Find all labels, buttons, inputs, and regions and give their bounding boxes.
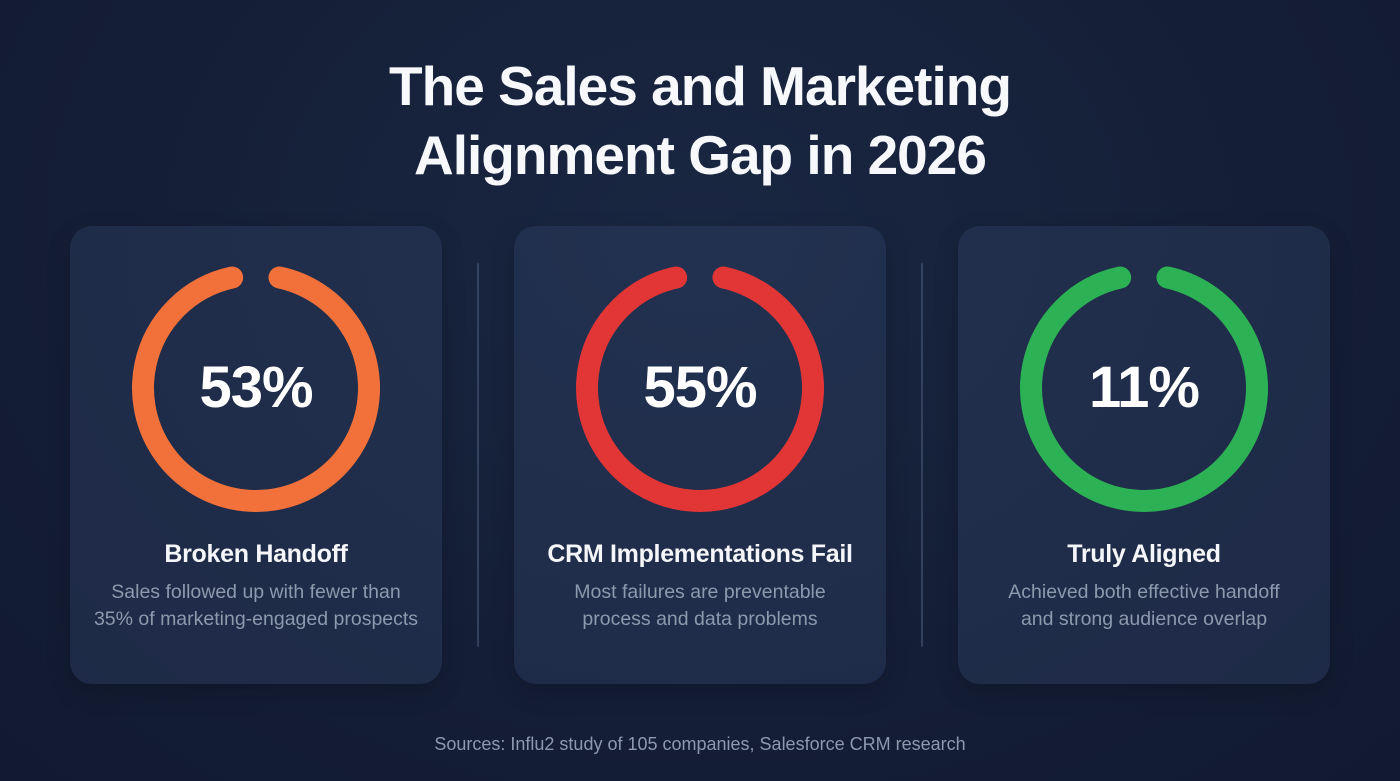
stat-card-crm-implementations: 55% CRM Implementations Fail Most failur… (514, 225, 886, 684)
donut-ring-svg (1020, 263, 1268, 512)
stat-description-line1: Achieved both effective handoff (1008, 580, 1280, 603)
stat-description: Most failures are preventable process an… (514, 579, 886, 634)
donut-ring-svg (576, 263, 824, 512)
stat-card-broken-handoff: 53% Broken Handoff Sales followed up wit… (70, 225, 442, 684)
stat-cards-row: 53% Broken Handoff Sales followed up wit… (70, 225, 1330, 684)
donut-ring-svg (132, 263, 380, 512)
donut-chart-broken-handoff: 53% (128, 260, 384, 516)
stat-description-line1: Most failures are preventable (574, 580, 826, 603)
donut-ring-arc (576, 263, 824, 512)
stat-heading: CRM Implementations Fail (547, 539, 853, 568)
stat-percent: 11% (1089, 355, 1200, 420)
donut-ring-arc (1020, 263, 1268, 512)
donut-ring-arc (132, 263, 380, 512)
stat-description-line2: 35% of marketing-engaged prospects (93, 607, 419, 630)
page-title-line2: Alignment Gap in 2026 (414, 123, 987, 186)
vertical-divider (477, 262, 479, 647)
stat-percent: 55% (643, 355, 757, 420)
stat-card-truly-aligned: 11% Truly Aligned Achieved both effectiv… (958, 225, 1330, 684)
stat-percent: 53% (199, 355, 313, 420)
page-title-line1: The Sales and Marketing (389, 55, 1012, 117)
vertical-divider (921, 262, 923, 647)
stat-description: Achieved both effective handoff and stro… (958, 579, 1330, 634)
stat-heading: Truly Aligned (1067, 539, 1221, 568)
stat-description-line1: Sales followed up with fewer than (111, 580, 401, 603)
sources-footnote: Sources: Influ2 study of 105 companies, … (434, 733, 966, 754)
stat-description-line2: process and data problems (582, 607, 818, 630)
donut-chart-crm-implementations: 55% (572, 260, 828, 516)
stat-description-line2: and strong audience overlap (1020, 607, 1268, 630)
stat-description: Sales followed up with fewer than 35% of… (70, 579, 442, 634)
stat-heading: Broken Handoff (164, 539, 348, 568)
page-title: The Sales and Marketing Alignment Gap in… (389, 52, 1012, 190)
donut-chart-truly-aligned: 11% (1016, 260, 1272, 516)
